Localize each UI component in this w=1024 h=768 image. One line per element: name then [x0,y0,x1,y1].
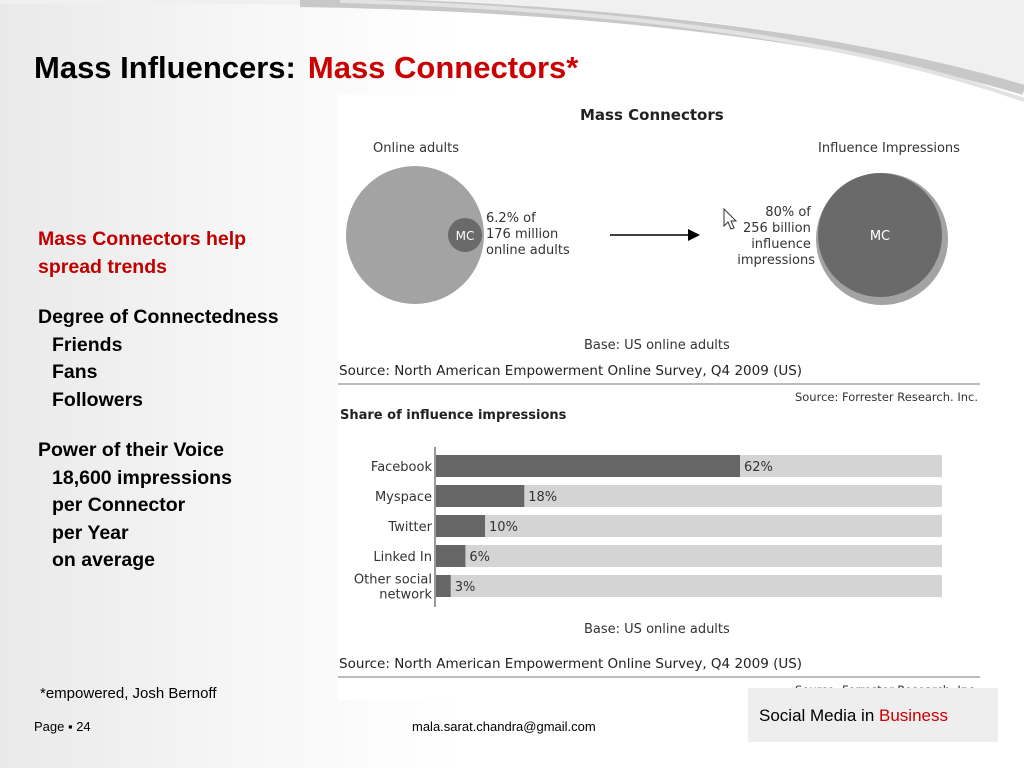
bar-label-line: Facebook [371,460,433,475]
bar-linked-in [436,545,466,567]
bar-chart-source: Source: North American Empowerment Onlin… [339,656,802,672]
chart-panel: Mass Connectors Online adults MC 6.2% of… [338,95,986,700]
page-number: Page ▪ 24 [34,719,91,734]
diagram-title: Mass Connectors [580,106,724,124]
bar-other-social-network [436,575,451,597]
degree-item-fans: Fans [52,361,98,383]
power-item-per-connector: per Connector [52,494,186,516]
bar-value-other-social-network: 3% [455,580,476,595]
degree-heading: Degree of Connectedness [38,306,279,328]
left-heading-line-2: spread trends [38,255,167,278]
diagram-source: Source: North American Empowerment Onlin… [339,363,802,379]
brand-plain: Social Media in [759,706,875,725]
mc-small-label: MC [456,229,475,243]
left-heading-line-1: Mass Connectors help [38,228,247,250]
footer-brand: Social Media in Business [759,706,948,726]
diagram-base: Base: US online adults [584,338,730,353]
impressions-annotation-line-3: influence [751,237,811,252]
bar-label-line: Twitter [387,520,432,535]
brand-box [748,688,998,742]
bar-facebook [436,455,740,477]
impressions-annotation-line-1: 80% of [765,205,811,220]
bar-chart-title: Share of influence impressions [340,408,567,423]
power-heading: Power of their Voice [38,439,225,461]
bar-label-line: Linked In [373,550,432,565]
impressions-annotation-line-4: impressions [737,253,815,268]
brand-accent: Business [879,706,948,725]
bar-track-twitter [436,515,942,537]
flow-arrow-head [688,229,700,241]
bar-label-linked-in: Linked In [373,550,432,565]
bar-label-line: network [379,588,432,603]
title-main: Mass Influencers: [34,50,296,85]
bar-label-other-social-network: Other social network [354,573,433,603]
diagram-credit: Source: Forrester Research. Inc. [795,390,978,404]
bar-twitter [436,515,486,537]
bar-label-line: Other social [354,573,432,588]
online-annotation-line-1: 6.2% of [486,211,536,226]
online-annotation-line-3: online adults [486,243,570,258]
impressions-annotation: 80% of 256 billion influence impressions [737,205,815,268]
footer-email: mala.sarat.chandra@gmail.com [412,719,596,734]
bar-value-twitter: 10% [489,520,518,535]
bar-value-linked-in: 6% [469,550,490,565]
bar-label-facebook: Facebook [371,460,433,475]
mc-large-circle [818,173,942,297]
online-adults-label: Online adults [373,141,459,156]
left-text-block: Mass Connectors help spread trends Degre… [38,226,338,575]
mc-large-label: MC [870,229,890,244]
influence-impressions-label: Influence Impressions [818,141,960,156]
online-annotation-line-2: 176 million [486,227,558,242]
impressions-annotation-line-2: 256 billion [743,221,811,236]
bar-label-line: Myspace [375,490,432,505]
mass-connectors-diagram: Mass Connectors Online adults MC 6.2% of… [338,106,980,404]
cursor-pointer-icon [723,207,738,230]
bar-myspace [436,485,525,507]
bar-track-linked-in [436,545,942,567]
degree-item-followers: Followers [52,388,144,411]
bar-chart-base: Base: US online adults [584,622,730,637]
mc-small-circle [448,218,482,252]
bar-track-myspace [436,485,942,507]
power-item-impressions: 18,600 impressions [52,466,232,489]
online-adults-annotation: 6.2% of 176 million online adults [486,211,570,258]
chart-svg: Mass Connectors Online adults MC 6.2% of… [338,106,980,697]
title-accent: Mass Connectors* [307,50,579,85]
degree-item-friends: Friends [52,333,123,356]
online-adults-circle [346,166,484,304]
bar-value-facebook: 62% [744,460,773,475]
power-item-on-average: on average [52,549,155,571]
power-item-per-year: per Year [52,521,129,544]
bar-value-myspace: 18% [528,490,557,505]
bar-label-twitter: Twitter [387,520,432,535]
slide-title: Mass Influencers: Mass Connectors* [34,50,578,86]
header-swoosh [0,0,1024,102]
share-of-influence-bar-chart: Share of influence impressions Facebook 6… [338,408,980,697]
footnote: *empowered, Josh Bernoff [40,685,217,702]
bar-label-myspace: Myspace [375,490,432,505]
bar-track-other-social-network [436,575,942,597]
